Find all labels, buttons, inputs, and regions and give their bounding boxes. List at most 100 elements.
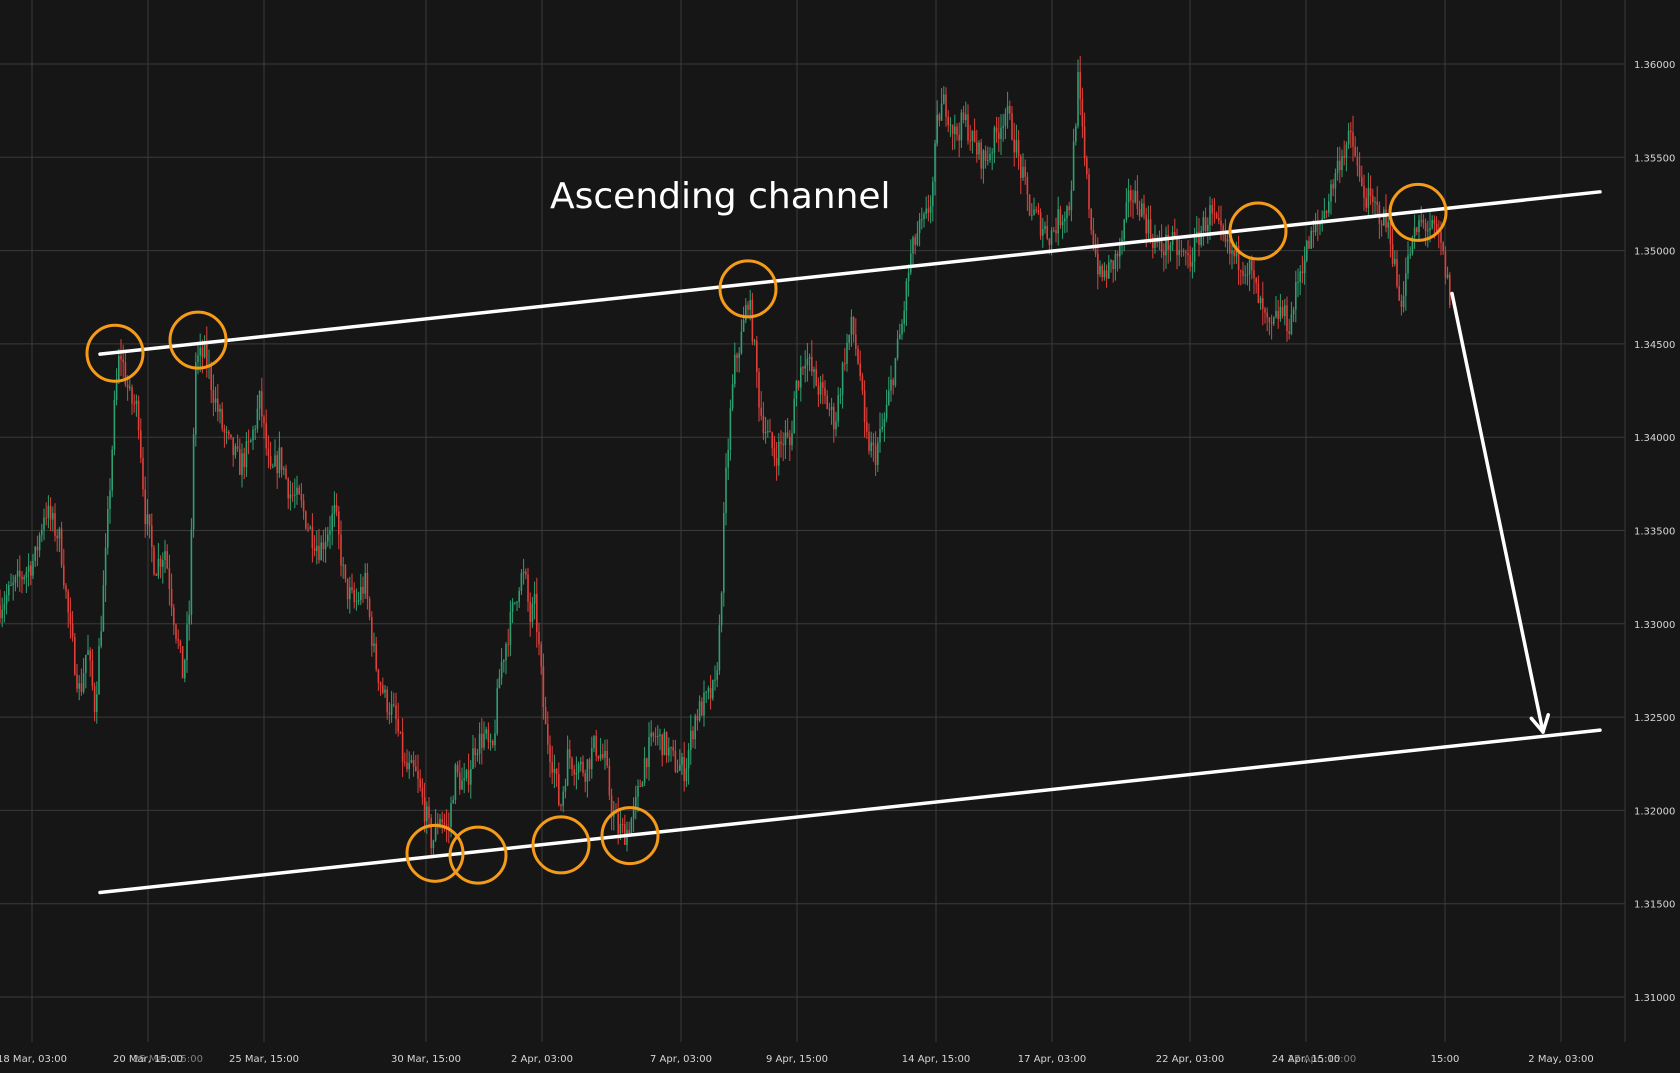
candle-body: [511, 602, 514, 612]
candle-body: [459, 772, 461, 790]
candle-body: [1361, 176, 1363, 187]
candle-body: [1369, 188, 1372, 196]
candle-body: [346, 578, 349, 600]
candle-body: [384, 689, 386, 693]
x-tick-label: 20 Mar, 15:00: [113, 1054, 183, 1065]
candle-body: [533, 593, 536, 604]
candle-body: [1072, 141, 1075, 191]
candle-body: [300, 493, 303, 501]
candle-body: [34, 546, 36, 561]
candle-body: [516, 601, 518, 603]
candle-body: [850, 316, 853, 335]
candle-body: [173, 607, 175, 625]
candle-body: [538, 632, 540, 645]
candle-body: [23, 577, 25, 580]
candle-body: [976, 142, 978, 155]
candle-body: [1143, 203, 1145, 215]
candle-body: [542, 666, 545, 708]
candle-body: [10, 585, 12, 587]
candle-body: [1431, 220, 1433, 229]
candle-body: [21, 576, 23, 580]
candle-body: [707, 687, 710, 692]
candle-body: [93, 686, 96, 712]
candle-body: [698, 701, 701, 721]
candle-body: [1299, 271, 1301, 283]
candle-body: [881, 426, 883, 430]
candle-body: [388, 712, 391, 715]
candle-body: [489, 741, 492, 743]
candle-body: [184, 660, 186, 679]
candle-body: [571, 758, 573, 770]
candle-body: [412, 759, 415, 767]
candle-body: [1427, 230, 1429, 232]
candle-body: [1246, 274, 1249, 276]
candle-body: [287, 478, 289, 499]
candle-body: [1446, 274, 1449, 278]
candle-body: [1213, 213, 1216, 215]
candle-body: [1372, 195, 1374, 202]
candle-body: [49, 505, 52, 520]
candle-body: [1279, 306, 1282, 320]
candle-body: [1376, 201, 1378, 205]
candle-body: [879, 429, 881, 443]
candle-body: [551, 761, 553, 773]
candle-body: [956, 126, 958, 135]
candle-body: [1123, 219, 1125, 240]
candle-body: [995, 127, 998, 133]
y-axis[interactable]: 1.36000 1.35500 1.35000 1.34500 1.34000 1.335…: [1634, 60, 1675, 1004]
candle-body: [421, 787, 424, 798]
candle-body: [393, 704, 395, 706]
candle-body: [338, 511, 340, 535]
candle-body: [648, 736, 650, 768]
candle-body: [857, 348, 859, 364]
candle-body: [379, 682, 382, 686]
x-tick-label: 17 Apr, 03:00: [1018, 1054, 1086, 1065]
candle-body: [910, 253, 912, 273]
candle-body: [313, 547, 316, 551]
candle-body: [170, 589, 173, 608]
candle-body: [531, 603, 534, 622]
candle-body: [199, 347, 201, 356]
candle-body: [643, 758, 646, 783]
candle-body: [1105, 270, 1108, 279]
candle-body: [806, 358, 809, 366]
candle-body: [500, 661, 503, 678]
candle-body: [714, 679, 716, 681]
candle-body: [1061, 221, 1064, 226]
candle-body: [439, 818, 441, 828]
candle-body: [476, 753, 479, 755]
candle-body: [1180, 250, 1183, 252]
candle-body: [932, 181, 934, 207]
x-axis[interactable]: 18 Mar, 03:00 20 Mar, 15:00 25 Mar, 15:00 3…: [0, 1054, 1594, 1065]
candle-body: [1090, 209, 1092, 230]
candle-body: [676, 770, 679, 772]
candle-body: [349, 587, 351, 600]
candle-body: [890, 379, 892, 391]
candle-body: [1358, 165, 1361, 177]
candle-body: [665, 731, 668, 756]
candle-body: [536, 593, 538, 633]
candle-body: [133, 403, 135, 405]
candle-body: [1310, 230, 1312, 249]
candle-body: [104, 547, 107, 586]
candle-body: [1259, 298, 1262, 304]
candle-body: [285, 468, 287, 479]
candle-body: [681, 756, 683, 765]
candle-body: [67, 591, 69, 613]
candle-body: [1224, 233, 1227, 242]
candle-body: [474, 748, 476, 755]
candle-body: [1253, 270, 1255, 278]
candle-body: [1277, 310, 1279, 320]
x-tick-label: 7 Apr, 03:00: [650, 1054, 712, 1065]
candle-body: [771, 432, 773, 448]
candle-body: [415, 766, 417, 772]
candle-body: [701, 701, 703, 716]
candle-body: [63, 565, 65, 586]
candle-body: [630, 818, 633, 834]
candle-body: [558, 774, 560, 806]
candle-body: [1035, 209, 1037, 211]
candle-body: [1134, 190, 1136, 203]
candle-body: [1303, 260, 1306, 274]
candle-body: [1367, 188, 1370, 208]
